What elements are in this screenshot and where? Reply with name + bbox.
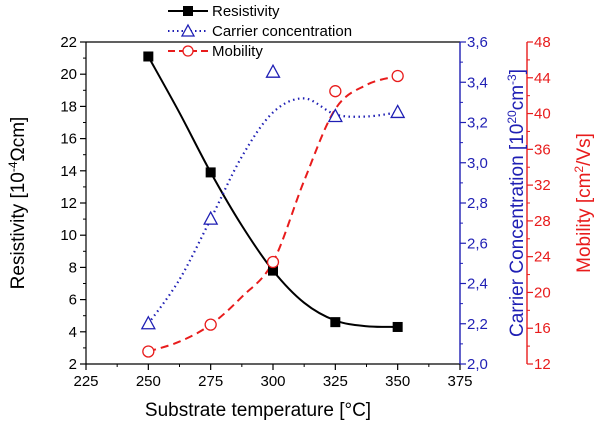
- data-point-carrier-concentration: [390, 104, 406, 119]
- left-tick-label: 18: [60, 98, 77, 115]
- mobility-axis-ticks: 12 16 20 24 28 32 36 40 44 48: [527, 34, 551, 373]
- carrier-tick-label: 3,4: [467, 74, 488, 91]
- series-line-carrier-concentration: [147, 97, 398, 325]
- carrier-tick-label: 3,0: [467, 155, 488, 172]
- x-tick-label: 225: [73, 373, 98, 390]
- series-markers: [140, 51, 406, 358]
- mobility-tick-label: 28: [534, 213, 551, 230]
- x-axis-title: Substrate temperature [°C]: [145, 400, 371, 421]
- carrier-tick-label: 2,8: [467, 195, 488, 212]
- left-axis-title: Resistivity [10-4Ωcm]: [6, 117, 29, 290]
- x-tick-label: 275: [198, 373, 223, 390]
- mobility-tick-label: 20: [534, 284, 551, 301]
- carrier-tick-label: 2,4: [467, 276, 488, 293]
- data-point-resistivity: [392, 321, 403, 332]
- carrier-axis-title-part: Carrier Concentration [10: [507, 124, 528, 337]
- left-tick-label: 6: [69, 292, 77, 309]
- series-line-mobility: [147, 75, 398, 353]
- left-tick-label: 12: [60, 195, 77, 212]
- carrier-axis-title-part: cm: [507, 85, 528, 110]
- carrier-tick-label: 2,2: [467, 316, 488, 333]
- left-axis-title-part: Resistivity [10: [8, 172, 29, 289]
- carrier-axis-title-sup: -3: [505, 74, 519, 85]
- legend-label-resistivity: Resistivity: [212, 3, 280, 20]
- x-tick-label: 250: [136, 373, 161, 390]
- left-axis-title-part: Ωcm]: [8, 117, 29, 162]
- data-point-mobility: [204, 318, 217, 331]
- x-tick-label: 350: [385, 373, 410, 390]
- mobility-tick-label: 16: [534, 320, 551, 337]
- carrier-tick-label: 3,6: [467, 34, 488, 51]
- left-tick-label: 14: [60, 163, 77, 180]
- mobility-tick-label: 36: [534, 141, 551, 158]
- data-point-mobility: [266, 255, 280, 269]
- carrier-axis-title: Carrier Concentration [1020cm-3]: [505, 69, 528, 337]
- mobility-tick-label: 32: [534, 177, 551, 194]
- legend-label-carrier: Carrier concentration: [212, 23, 352, 40]
- legend-label-mobility: Mobility: [212, 43, 263, 60]
- left-tick-label: 2: [69, 356, 77, 373]
- left-tick-label: 8: [69, 259, 77, 276]
- left-axis-title-sup: -4: [6, 161, 20, 172]
- carrier-axis-title-sup: 20: [505, 110, 519, 124]
- left-tick-label: 10: [60, 227, 77, 244]
- series-lines: [147, 56, 398, 353]
- data-point-resistivity: [205, 167, 216, 178]
- left-tick-label: 4: [69, 324, 77, 341]
- x-tick-label: 375: [447, 373, 472, 390]
- data-point-resistivity: [268, 265, 278, 276]
- carrier-axis-title-part: ]: [507, 69, 528, 74]
- x-tick-label: 300: [260, 373, 285, 390]
- left-tick-label: 22: [60, 34, 77, 51]
- x-axis-ticks: 225 250 275 300 325 350 375: [73, 364, 473, 390]
- mobility-axis-title-part: /Vs]: [574, 133, 595, 166]
- mobility-tick-label: 44: [534, 70, 551, 87]
- mobility-tick-label: 24: [534, 249, 551, 266]
- legend: Resistivity Carrier concentration Mobili…: [168, 3, 352, 60]
- data-point-mobility: [329, 85, 342, 98]
- mobility-tick-label: 48: [534, 34, 551, 51]
- data-point-carrier-concentration: [327, 108, 343, 123]
- carrier-tick-label: 2,0: [467, 356, 488, 373]
- data-point-carrier-concentration: [265, 63, 281, 78]
- carrier-tick-label: 3,2: [467, 115, 488, 132]
- left-tick-label: 16: [60, 131, 77, 148]
- carrier-tick-label: 2,6: [467, 235, 488, 252]
- legend-marker-carrier: [180, 23, 196, 37]
- legend-marker-resistivity: [183, 6, 193, 16]
- data-point-mobility: [142, 345, 155, 358]
- mobility-axis-title: Mobility [cm2/Vs]: [572, 133, 595, 273]
- series-line-resistivity: [147, 56, 398, 328]
- mobility-tick-label: 12: [534, 356, 551, 373]
- data-point-carrier-concentration: [203, 210, 219, 225]
- mobility-axis-title-sup: 2: [572, 166, 586, 173]
- mobility-tick-label: 40: [534, 106, 551, 123]
- carrier-axis-ticks: 2,0 2,2 2,4 2,6 2,8 3,0 3,2 3,4 3,6: [460, 34, 488, 373]
- left-axis-ticks: 2 4 6 8 10 12 14 16 18 20 22: [60, 34, 86, 373]
- data-point-resistivity: [330, 317, 341, 328]
- legend-marker-mobility: [182, 45, 194, 57]
- x-tick-label: 325: [323, 373, 348, 390]
- data-point-mobility: [391, 69, 404, 83]
- mobility-axis-title-part: Mobility [cm: [574, 173, 595, 273]
- data-point-carrier-concentration: [140, 315, 156, 330]
- data-point-resistivity: [143, 51, 154, 62]
- left-tick-label: 20: [60, 66, 77, 83]
